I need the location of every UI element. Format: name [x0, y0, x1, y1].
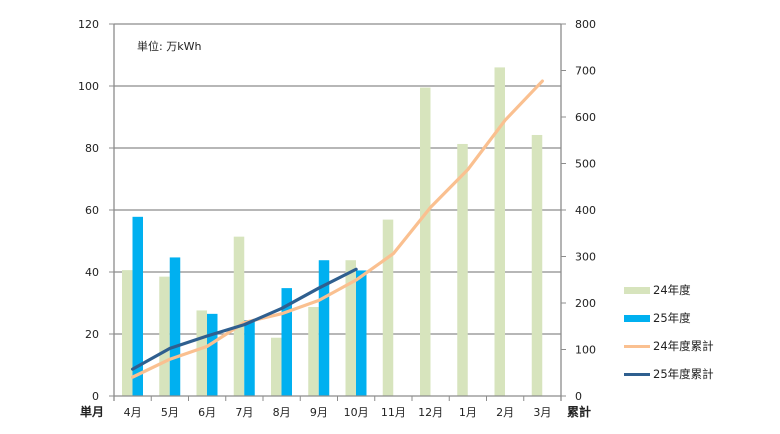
bar-25年度-8月 — [281, 288, 292, 396]
bar-24年度-4月 — [122, 270, 133, 396]
line-25年度累計 — [131, 267, 358, 371]
bar-24年度-3月 — [531, 134, 543, 397]
bar-25年度-4月 — [132, 216, 143, 396]
y-left-tick-label: 120 — [78, 18, 99, 31]
legend-swatch-25-cumulative — [624, 372, 650, 376]
x-tick-label: 7月 — [235, 406, 253, 419]
bar-24年度-7月 — [233, 236, 245, 396]
x-tick-label: 9月 — [310, 406, 328, 419]
axes — [109, 23, 566, 401]
y-right-tick-label: 400 — [575, 204, 596, 217]
bar-25年度-6月 — [207, 313, 218, 396]
bar-25年度-5月 — [169, 257, 181, 396]
y-right-tick-label: 500 — [575, 158, 596, 171]
bar-25年度-10月 — [356, 270, 367, 396]
y-right-tick-label: 100 — [575, 344, 596, 357]
lines — [131, 79, 544, 379]
y-left-tick-label: 0 — [92, 390, 99, 403]
legend-item-25: 25年度 — [624, 304, 714, 332]
bar-24年度-12月 — [420, 87, 431, 397]
tick-labels: 0 20 40 60 80 100 120 0 100 200 300 400 500 600 700 800… — [78, 18, 596, 419]
y-right-tick-label: 600 — [575, 111, 596, 124]
bar-24年度-9月 — [308, 307, 319, 396]
legend-item-24: 24年度 — [624, 276, 714, 304]
x-tick-label: 5月 — [161, 406, 179, 419]
y-right-tick-label: 700 — [575, 65, 596, 78]
x-tick-label: 6月 — [198, 406, 216, 419]
y-right-tick-label: 0 — [575, 390, 582, 403]
y-right-tick-label: 200 — [575, 297, 596, 310]
x-axis-label-cumulative: 累計 — [567, 404, 591, 419]
bar-24年度-2月 — [494, 67, 505, 397]
y-left-tick-label: 100 — [78, 80, 99, 93]
legend-label-24: 24年度 — [653, 283, 691, 297]
bar-24年度-5月 — [159, 276, 170, 396]
legend-item-24-cumulative: 24年度累計 — [624, 332, 714, 360]
y-right-tick-label: 800 — [575, 18, 596, 31]
gridlines — [114, 23, 561, 335]
y-left-tick-label: 80 — [85, 142, 99, 155]
bar-24年度-10月 — [345, 260, 356, 396]
x-tick-label: 8月 — [273, 406, 291, 419]
bars — [122, 67, 543, 397]
legend-label-25-cumulative: 25年度累計 — [653, 367, 714, 381]
bar-25年度-7月 — [244, 320, 255, 396]
line-24年度累計 — [131, 79, 544, 379]
x-tick-label: 2月 — [496, 406, 514, 419]
legend-swatch-24 — [624, 286, 650, 294]
legend-swatch-24-cumulative — [624, 344, 650, 348]
x-tick-label: 4月 — [124, 406, 142, 419]
bar-24年度-8月 — [271, 337, 282, 396]
legend: 24年度 25年度 24年度累計 25年度累計 — [624, 276, 714, 388]
y-left-tick-label: 40 — [85, 266, 99, 279]
bar-24年度-6月 — [196, 310, 207, 396]
y-left-tick-label: 20 — [85, 328, 99, 341]
legend-swatch-25 — [624, 314, 650, 322]
x-tick-label: 10月 — [344, 406, 369, 419]
x-tick-label: 1月 — [459, 406, 477, 419]
bar-24年度-11月 — [382, 219, 394, 396]
legend-label-25: 25年度 — [653, 311, 691, 325]
legend-item-25-cumulative: 25年度累計 — [624, 360, 714, 388]
x-tick-label: 12月 — [418, 406, 443, 419]
x-tick-label: 3月 — [533, 406, 551, 419]
legend-label-24-cumulative: 24年度累計 — [653, 339, 714, 353]
bar-25年度-9月 — [318, 260, 330, 396]
y-left-tick-label: 60 — [85, 204, 99, 217]
x-tick-label: 11月 — [381, 406, 406, 419]
bar-24年度-1月 — [457, 143, 468, 396]
unit-label: 単位: 万kWh — [137, 39, 201, 53]
x-axis-label-monthly: 単月 — [80, 404, 104, 419]
y-right-tick-label: 300 — [575, 251, 596, 264]
